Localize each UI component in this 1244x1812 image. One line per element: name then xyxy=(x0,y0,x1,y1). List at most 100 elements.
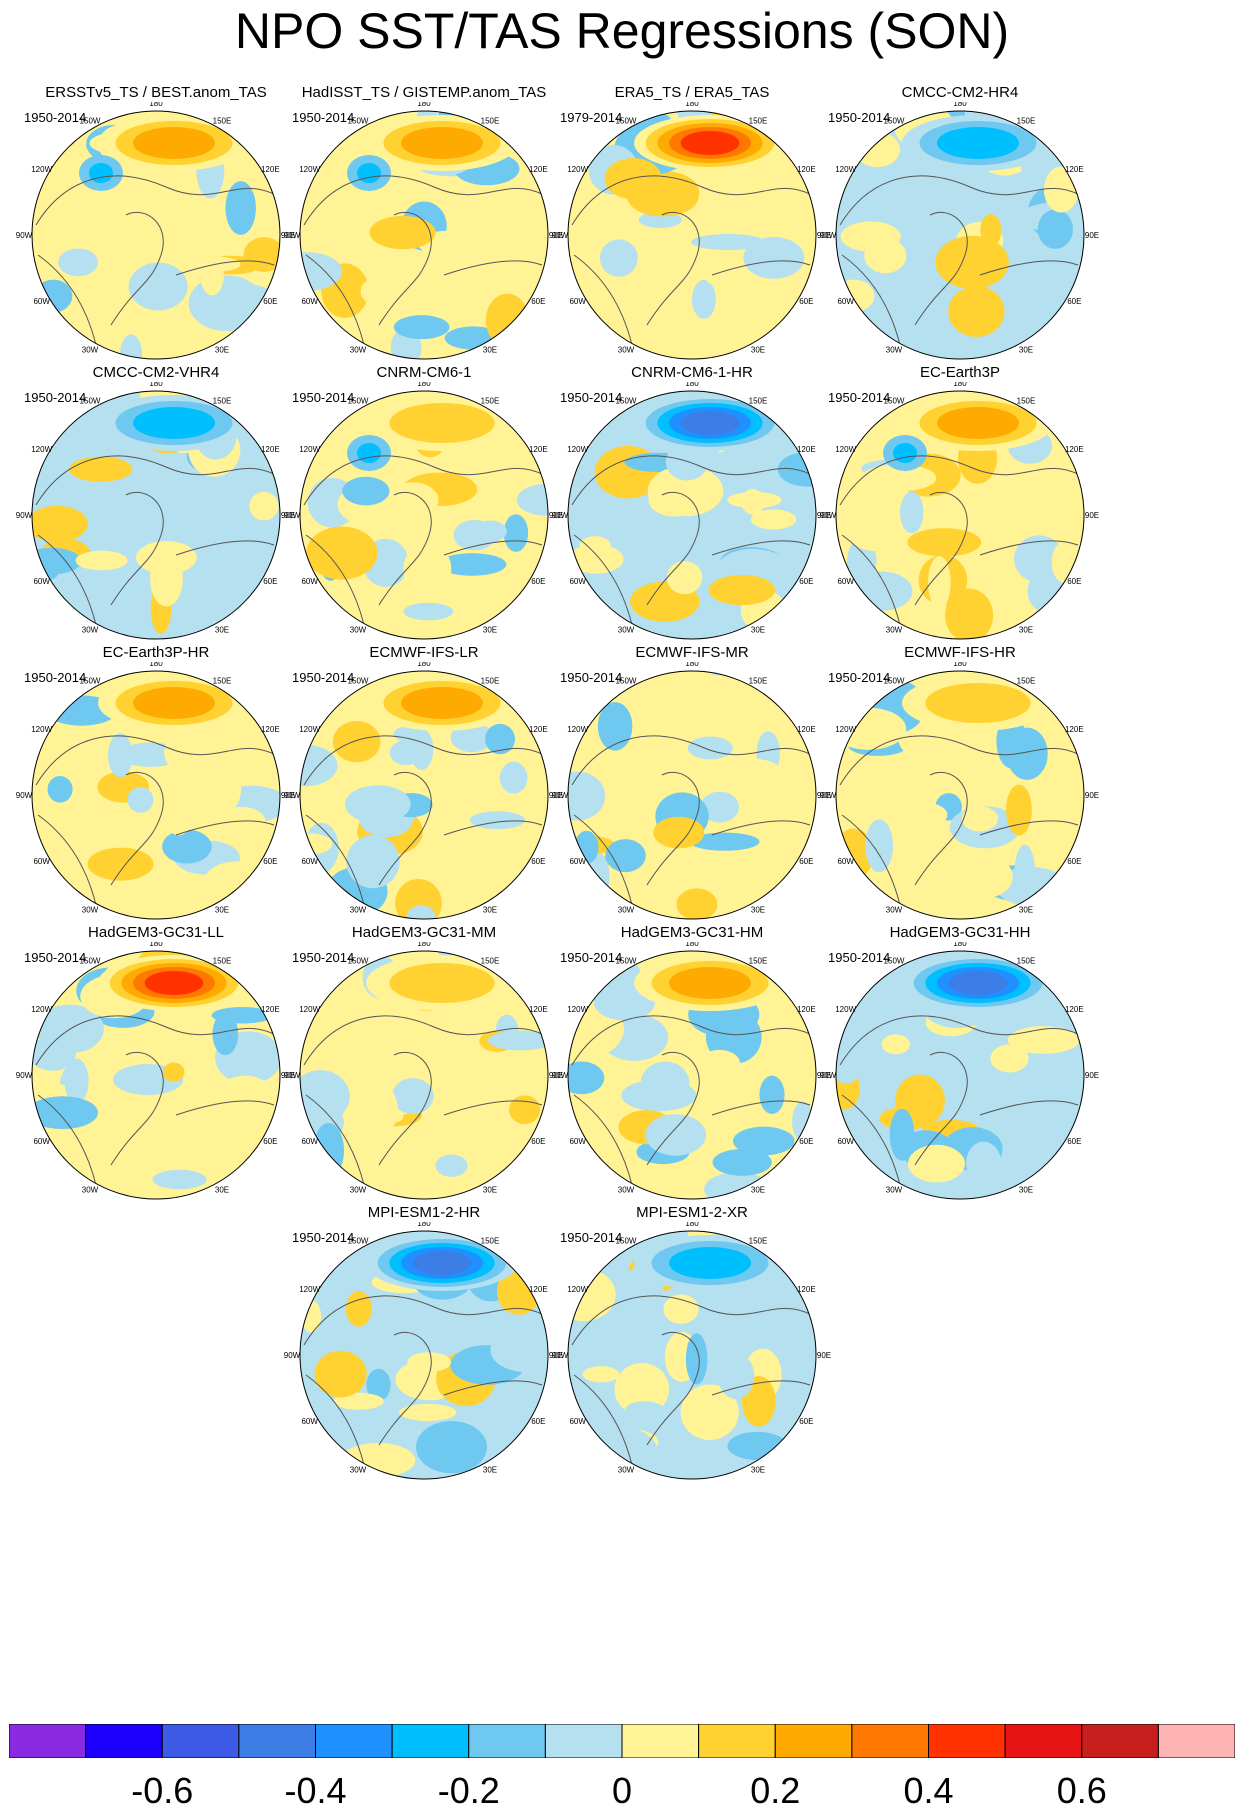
map-panel: HadGEM3-GC31-MM 1950-2014 180 150W 150E 120W 1… xyxy=(274,924,574,1224)
longitude-label: 90W xyxy=(284,231,301,240)
map-boundary xyxy=(835,390,1085,640)
longitude-label: 150E xyxy=(749,397,768,406)
coastline xyxy=(571,1295,813,1346)
anomaly-patch xyxy=(582,1366,620,1383)
anomaly-patch xyxy=(499,761,528,794)
longitude-label: 90W xyxy=(284,1071,301,1080)
anomaly-patch xyxy=(300,1070,350,1123)
anomaly-patch xyxy=(300,252,343,291)
longitude-label: 120E xyxy=(261,165,280,174)
map-boundary xyxy=(31,110,281,360)
anomaly-patch xyxy=(164,731,201,773)
anomaly-patch xyxy=(406,905,436,919)
anomaly-patch xyxy=(935,235,1009,289)
coastline xyxy=(571,175,813,226)
anomaly-patch xyxy=(599,239,638,277)
panel-period: 1950-2014 xyxy=(560,390,623,405)
panel-title: CMCC-CM2-VHR4 xyxy=(92,364,220,381)
panel-title: HadISST_TS / GISTEMP.anom_TAS xyxy=(301,84,547,101)
coastline xyxy=(303,175,545,226)
anomaly-patch xyxy=(666,561,703,595)
longitude-label: 120W xyxy=(299,1285,320,1294)
longitude-label: 30E xyxy=(215,625,229,634)
longitude-label: 150E xyxy=(481,117,500,126)
coastline xyxy=(305,1374,365,1466)
anomaly-patch xyxy=(487,1030,548,1051)
longitude-label: 120E xyxy=(261,1005,280,1014)
panel-period: 1950-2014 xyxy=(560,950,623,965)
longitude-label: 90W xyxy=(284,791,301,800)
longitude-label: 60E xyxy=(263,1137,277,1146)
longitude-label: 150E xyxy=(481,677,500,686)
anomaly-patch xyxy=(676,888,718,919)
coastline xyxy=(573,814,633,906)
longitude-label: 120E xyxy=(261,445,280,454)
polar-map: 180150W150E120W120E90W90E60W60E30W30E0 xyxy=(552,102,831,364)
longitude-label: 180 xyxy=(685,102,699,108)
coastline xyxy=(305,254,365,346)
longitude-label: 30E xyxy=(751,625,765,634)
anomaly-patch xyxy=(613,306,648,347)
coastline xyxy=(839,175,1081,226)
anomaly-patch xyxy=(393,315,450,340)
npo-anomaly-contour xyxy=(389,963,495,1003)
panel-title: CMCC-CM2-HR4 xyxy=(901,84,1019,101)
polar-map: 180150W150E120W120E90W90E60W60E30W30E0 xyxy=(552,662,831,924)
npo-anomaly-contour xyxy=(680,131,740,155)
longitude-label: 150E xyxy=(1017,957,1036,966)
longitude-label: 60W xyxy=(837,857,854,866)
anomaly-patch xyxy=(712,1148,772,1176)
polar-map: 180150W150E120W120E90W90E60W60E30W30E0 xyxy=(284,662,563,924)
colorbar-tick-label: -0.4 xyxy=(284,1770,347,1811)
anomaly-patch xyxy=(314,1350,367,1398)
longitude-label: 120E xyxy=(529,725,548,734)
anomaly-patch xyxy=(163,1062,185,1082)
anomaly-patch xyxy=(579,536,611,556)
coastline xyxy=(37,254,97,346)
panel-title: ECMWF-IFS-MR xyxy=(635,644,749,661)
longitude-label: 60W xyxy=(301,577,318,586)
longitude-label: 180 xyxy=(953,942,967,948)
map-boundary xyxy=(299,1230,549,1480)
map-boundary xyxy=(835,950,1085,1200)
anomaly-patch xyxy=(889,1108,915,1161)
longitude-label: 90E xyxy=(549,1351,563,1360)
longitude-label: 30W xyxy=(350,345,367,354)
anomaly-patch xyxy=(1042,695,1070,751)
anomaly-patch xyxy=(711,758,779,778)
map-boundary xyxy=(299,950,549,1200)
panel-period: 1950-2014 xyxy=(292,390,355,405)
longitude-label: 150W xyxy=(616,677,637,686)
longitude-label: 90E xyxy=(817,1071,831,1080)
longitude-label: 90W xyxy=(16,511,33,520)
longitude-label: 90W xyxy=(16,1071,33,1080)
npo-anomaly-contour xyxy=(89,163,113,183)
longitude-label: 90E xyxy=(281,791,295,800)
longitude-label: 60E xyxy=(799,857,813,866)
longitude-label: 0 xyxy=(958,923,963,924)
longitude-label: 60W xyxy=(33,1137,50,1146)
longitude-label: 30W xyxy=(350,1465,367,1474)
polar-map: 180150W150E120W120E90W90E60W60E30W30E0 xyxy=(552,1222,831,1484)
anomaly-patch xyxy=(169,1103,244,1151)
longitude-label: 30W xyxy=(618,625,635,634)
longitude-label: 60E xyxy=(263,577,277,586)
anomaly-patch xyxy=(342,476,390,506)
longitude-label: 180 xyxy=(417,662,431,668)
polar-map: 180150W150E120W120E90W90E60W60E30W30E0 xyxy=(16,662,295,924)
anomaly-patch xyxy=(663,1294,699,1324)
panel-period: 1950-2014 xyxy=(24,670,87,685)
longitude-label: 150W xyxy=(616,117,637,126)
colorbar-tick-label: 0.6 xyxy=(1056,1770,1107,1811)
coastline xyxy=(110,491,164,606)
map-panel: HadGEM3-GC31-LL 1950-2014 180 150W 150E 120W 1… xyxy=(6,924,306,1224)
anomaly-patch xyxy=(369,215,436,250)
colorbar-box xyxy=(238,1724,316,1758)
longitude-label: 90E xyxy=(1085,1071,1099,1080)
longitude-label: 150W xyxy=(616,397,637,406)
longitude-label: 30W xyxy=(618,345,635,354)
panel-title: HadGEM3-GC31-MM xyxy=(351,924,497,941)
coastline xyxy=(573,534,633,626)
longitude-label: 30W xyxy=(618,905,635,914)
anomaly-patch xyxy=(727,1431,788,1461)
